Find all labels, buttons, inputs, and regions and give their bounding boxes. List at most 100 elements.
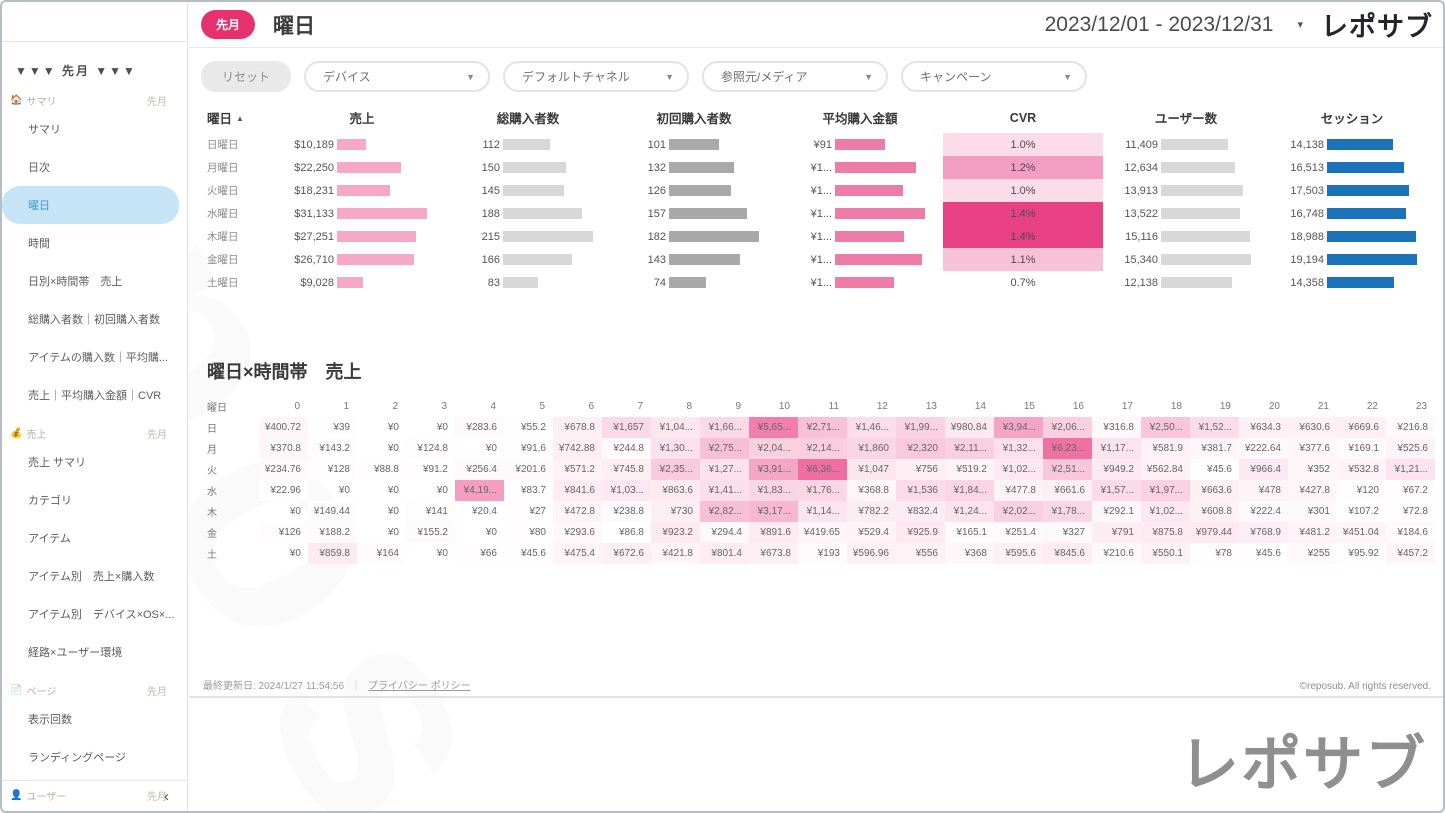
hour-header: 7	[637, 401, 643, 412]
day-label: 水曜日	[207, 208, 239, 220]
metric-value: ¥1...	[810, 207, 832, 220]
metric-value: $9,028	[300, 276, 334, 289]
heatmap-cell: ¥478	[1239, 480, 1288, 501]
metric-value: ¥1...	[810, 161, 832, 174]
metric-cell-avg: ¥1...	[777, 156, 943, 179]
sidebar-item-link[interactable]: 日別×時間帯 売上	[28, 276, 123, 288]
heatmap-cell: ¥120	[1337, 480, 1386, 501]
sidebar-section-header: 👤 ユーザー 先月	[2, 776, 187, 805]
heatmap-cell: ¥923.2	[651, 522, 700, 543]
reset-button[interactable]: リセット	[201, 61, 292, 92]
sidebar-item-link[interactable]: 時間	[28, 238, 50, 250]
hour-header: 23	[1415, 401, 1427, 412]
heatmap-cell: ¥2,82...	[700, 501, 749, 522]
heatmap-cell: ¥0	[436, 422, 448, 433]
heatmap-cell: ¥86.8	[602, 522, 651, 543]
date-range-caret-icon[interactable]: ▾	[1297, 19, 1303, 31]
heatmap-day-label: 木	[207, 508, 217, 519]
heatmap-cell: ¥256.4	[455, 459, 504, 480]
metric-value: 19,194	[1290, 253, 1324, 266]
metric-cell-buyers: 215	[445, 225, 611, 248]
filter-dropdown[interactable]: 参照元/メディア ▼	[702, 61, 889, 92]
sidebar-item-link[interactable]: アイテム別 デバイス×OS×...	[28, 609, 175, 621]
table-row: 金曜日 $26,710 166 143 ¥1... 1.1% 15,340 19,194	[207, 248, 1435, 271]
filter-dropdown[interactable]: デバイス ▼	[304, 61, 491, 92]
filter-dropdown[interactable]: キャンペーン ▼	[901, 61, 1088, 92]
heatmap-cell: ¥78	[1190, 543, 1239, 564]
heatmap-cell: ¥477.8	[994, 480, 1043, 501]
sidebar-collapse-icon[interactable]: ‹	[164, 787, 169, 805]
cvr-heat-cell: 1.1%	[943, 248, 1103, 271]
metric-value: ¥1...	[810, 253, 832, 266]
bar-track	[1161, 231, 1251, 242]
sidebar-item-link[interactable]: アイテム	[28, 533, 71, 545]
sidebar-item-link[interactable]: カテゴリ	[28, 495, 72, 507]
metric-value: ¥1...	[810, 276, 832, 289]
sidebar-item-link[interactable]: 総購入者数｜初回購入者数	[28, 314, 160, 326]
heatmap-cell: ¥238.8	[602, 501, 651, 522]
chevron-down-icon: ▼	[864, 71, 874, 82]
heatmap-cell: ¥532.8	[1337, 459, 1386, 480]
heatmap-cell: ¥1,536	[896, 480, 945, 501]
sidebar-item-link[interactable]: 売上｜平均購入金額｜CVR	[28, 390, 162, 402]
column-header-0[interactable]: 曜日 ▲	[207, 112, 244, 126]
heatmap-cell: ¥1,860	[847, 438, 896, 459]
metric-cell-sessions: 18,988	[1269, 225, 1435, 248]
hour-header: 12	[876, 401, 888, 412]
bar-track	[835, 139, 925, 150]
metric-value: $27,251	[294, 230, 334, 243]
date-range-picker[interactable]: 2023/12/01 - 2023/12/31	[1044, 12, 1274, 36]
heatmap-cell: ¥126	[259, 522, 308, 543]
heatmap-cell: ¥529.4	[847, 522, 896, 543]
heatmap-cell: ¥596.96	[847, 543, 896, 564]
privacy-policy-link[interactable]: プライバシー ポリシー	[368, 681, 471, 692]
sidebar-item-link[interactable]: アイテム別 売上×購入数	[28, 571, 155, 583]
bar-track	[669, 162, 759, 173]
sidebar-item-link[interactable]: 日次	[28, 162, 50, 174]
heatmap-cell: ¥210.6	[1092, 543, 1141, 564]
heatmap-cell: ¥169.1	[1337, 438, 1386, 459]
sidebar-item-link[interactable]: ランディングページ	[28, 752, 127, 764]
heatmap-cell: ¥859.8	[308, 543, 357, 564]
money-bag-icon: 💰	[10, 428, 23, 439]
sidebar-item-link[interactable]: 売上 サマリ	[28, 457, 87, 469]
bar-track	[503, 185, 593, 196]
metric-cell-buyers: 112	[445, 133, 611, 156]
sidebar-item-link[interactable]: サマリ	[28, 124, 61, 136]
heatmap-cell: ¥3,91...	[749, 459, 798, 480]
metric-cell-avg: ¥91	[777, 133, 943, 156]
heatmap-cell: ¥400.72	[259, 417, 308, 438]
bar-track	[1161, 277, 1251, 288]
metric-value: 15,116	[1125, 230, 1158, 243]
heatmap-day-label: 月	[207, 445, 217, 456]
column-header-2: 総購入者数	[496, 112, 560, 126]
heatmap-cell: ¥6,36...	[798, 459, 847, 480]
heatmap-cell: ¥1,99...	[896, 417, 945, 438]
bar	[1327, 162, 1405, 173]
heatmap-cell: ¥107.2	[1337, 501, 1386, 522]
metric-value: $22,250	[294, 161, 334, 174]
sidebar-item-link[interactable]: 表示回数	[28, 714, 72, 726]
heatmap-cell: ¥292.1	[1092, 501, 1141, 522]
sidebar-item-link[interactable]: 経路×ユーザー環境	[28, 647, 123, 659]
heatmap-cell: ¥2,06...	[1043, 417, 1092, 438]
metric-value: 12,138	[1124, 276, 1158, 289]
heatmap-cell: ¥0	[485, 527, 497, 538]
hour-header: 1	[343, 401, 349, 412]
metric-value: 15,340	[1124, 253, 1158, 266]
heatmap-cell: ¥891.6	[749, 522, 798, 543]
heatmap-cell: ¥0	[387, 485, 399, 496]
heatmap-cell: ¥193	[798, 543, 847, 564]
metric-value: 188	[481, 207, 500, 220]
filter-dropdown[interactable]: デフォルトチャネル ▼	[503, 61, 690, 92]
metric-value: ¥91	[813, 138, 832, 151]
day-label: 土曜日	[207, 277, 239, 289]
bar	[669, 254, 740, 265]
sidebar-item-link[interactable]: アイテムの購入数｜平均購...	[28, 352, 169, 364]
day-label: 月曜日	[207, 162, 239, 174]
heatmap-cell: ¥1,76...	[798, 480, 847, 501]
chevron-down-icon: ▼	[466, 71, 476, 82]
sidebar-item-selected[interactable]: 曜日	[2, 186, 179, 224]
heatmap-day-label: 日	[207, 424, 217, 435]
